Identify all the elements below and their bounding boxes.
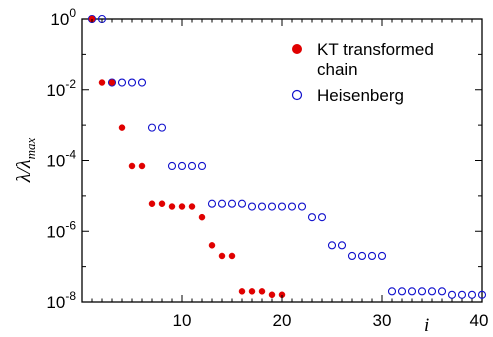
data-point-heisenberg <box>407 287 417 296</box>
data-point-heisenberg <box>477 290 487 299</box>
data-point-heisenberg <box>397 287 407 296</box>
data-point-heisenberg <box>367 251 377 261</box>
data-point-kt <box>218 252 226 260</box>
data-point-heisenberg <box>437 287 447 296</box>
data-point-kt <box>238 288 246 295</box>
data-point-heisenberg <box>447 290 457 299</box>
data-point-heisenberg <box>347 251 357 261</box>
data-point-heisenberg <box>247 202 257 211</box>
legend-marker-heisenberg <box>291 89 303 101</box>
data-point-heisenberg <box>417 287 427 296</box>
data-point-heisenberg <box>187 161 197 171</box>
data-point-kt <box>168 203 176 210</box>
legend-label-heisenberg: Heisenberg <box>317 86 404 105</box>
data-point-kt <box>128 162 136 170</box>
data-point-heisenberg <box>467 290 477 299</box>
data-point-heisenberg <box>317 213 327 222</box>
data-point-heisenberg <box>207 199 217 208</box>
legend-label-kt-line2: chain <box>317 60 358 79</box>
x-tick-label: 20 <box>273 311 292 330</box>
data-point-heisenberg <box>427 287 437 296</box>
data-point-heisenberg <box>287 202 297 211</box>
data-point-heisenberg <box>197 161 207 171</box>
legend: KT transformed chain Heisenberg <box>291 40 434 105</box>
data-point-heisenberg <box>257 202 267 211</box>
legend-marker-kt <box>292 44 302 54</box>
x-tick-label: 30 <box>373 311 392 330</box>
y-axis-label: λ/λmax <box>13 138 38 184</box>
data-point-kt <box>98 79 106 86</box>
data-point-heisenberg <box>237 199 247 208</box>
data-point-heisenberg <box>117 78 127 87</box>
data-point-kt <box>178 203 186 210</box>
data-point-heisenberg <box>267 202 277 211</box>
plot-frame <box>81 18 483 303</box>
x-tick-label: 40 <box>470 311 489 330</box>
data-point-kt <box>208 242 216 249</box>
axes-layer: 10 20 30 40 100 10-2 10-4 10-6 10-8 <box>46 6 488 330</box>
data-point-kt <box>108 79 116 86</box>
data-point-heisenberg <box>377 251 387 261</box>
data-point-kt <box>118 124 126 131</box>
data-point-kt <box>268 291 276 299</box>
data-point-kt <box>188 203 196 210</box>
plot-area <box>81 18 483 303</box>
data-point-kt <box>158 200 166 207</box>
data-point-heisenberg <box>307 213 317 222</box>
data-point-kt <box>248 288 256 295</box>
data-point-heisenberg <box>357 251 367 261</box>
data-point-heisenberg <box>327 241 337 250</box>
data-point-heisenberg <box>217 199 227 208</box>
data-point-heisenberg <box>127 78 137 87</box>
data-point-kt <box>138 162 146 170</box>
data-point-heisenberg <box>147 123 157 132</box>
data-point-kt <box>148 200 156 207</box>
y-axis-label-sub: max <box>23 138 38 160</box>
data-point-heisenberg <box>337 241 347 250</box>
data-point-heisenberg <box>277 202 287 211</box>
data-point-heisenberg <box>107 78 117 87</box>
y-axis-label-main: λ/λ <box>13 159 35 183</box>
y-tick-label: 100 <box>50 6 76 29</box>
data-point-heisenberg <box>137 78 147 87</box>
x-tick-label: 10 <box>173 311 192 330</box>
data-point-heisenberg <box>387 287 397 296</box>
x-axis-label: i <box>424 315 429 336</box>
legend-label-kt-line1: KT transformed <box>317 40 434 59</box>
data-point-kt <box>258 288 266 295</box>
y-tick-label: 10-2 <box>46 77 76 100</box>
data-point-heisenberg <box>457 290 467 299</box>
data-point-heisenberg <box>157 123 167 132</box>
data-point-heisenberg <box>297 202 307 211</box>
series-layer <box>87 14 487 299</box>
data-point-kt <box>198 213 206 221</box>
data-point-kt <box>228 252 236 260</box>
data-point-heisenberg <box>167 161 177 171</box>
data-point-heisenberg <box>227 199 237 208</box>
y-tick-label: 10-8 <box>46 289 76 312</box>
y-tick-label: 10-6 <box>46 218 76 241</box>
data-point-heisenberg <box>177 161 187 171</box>
y-tick-label: 10-4 <box>46 148 76 171</box>
